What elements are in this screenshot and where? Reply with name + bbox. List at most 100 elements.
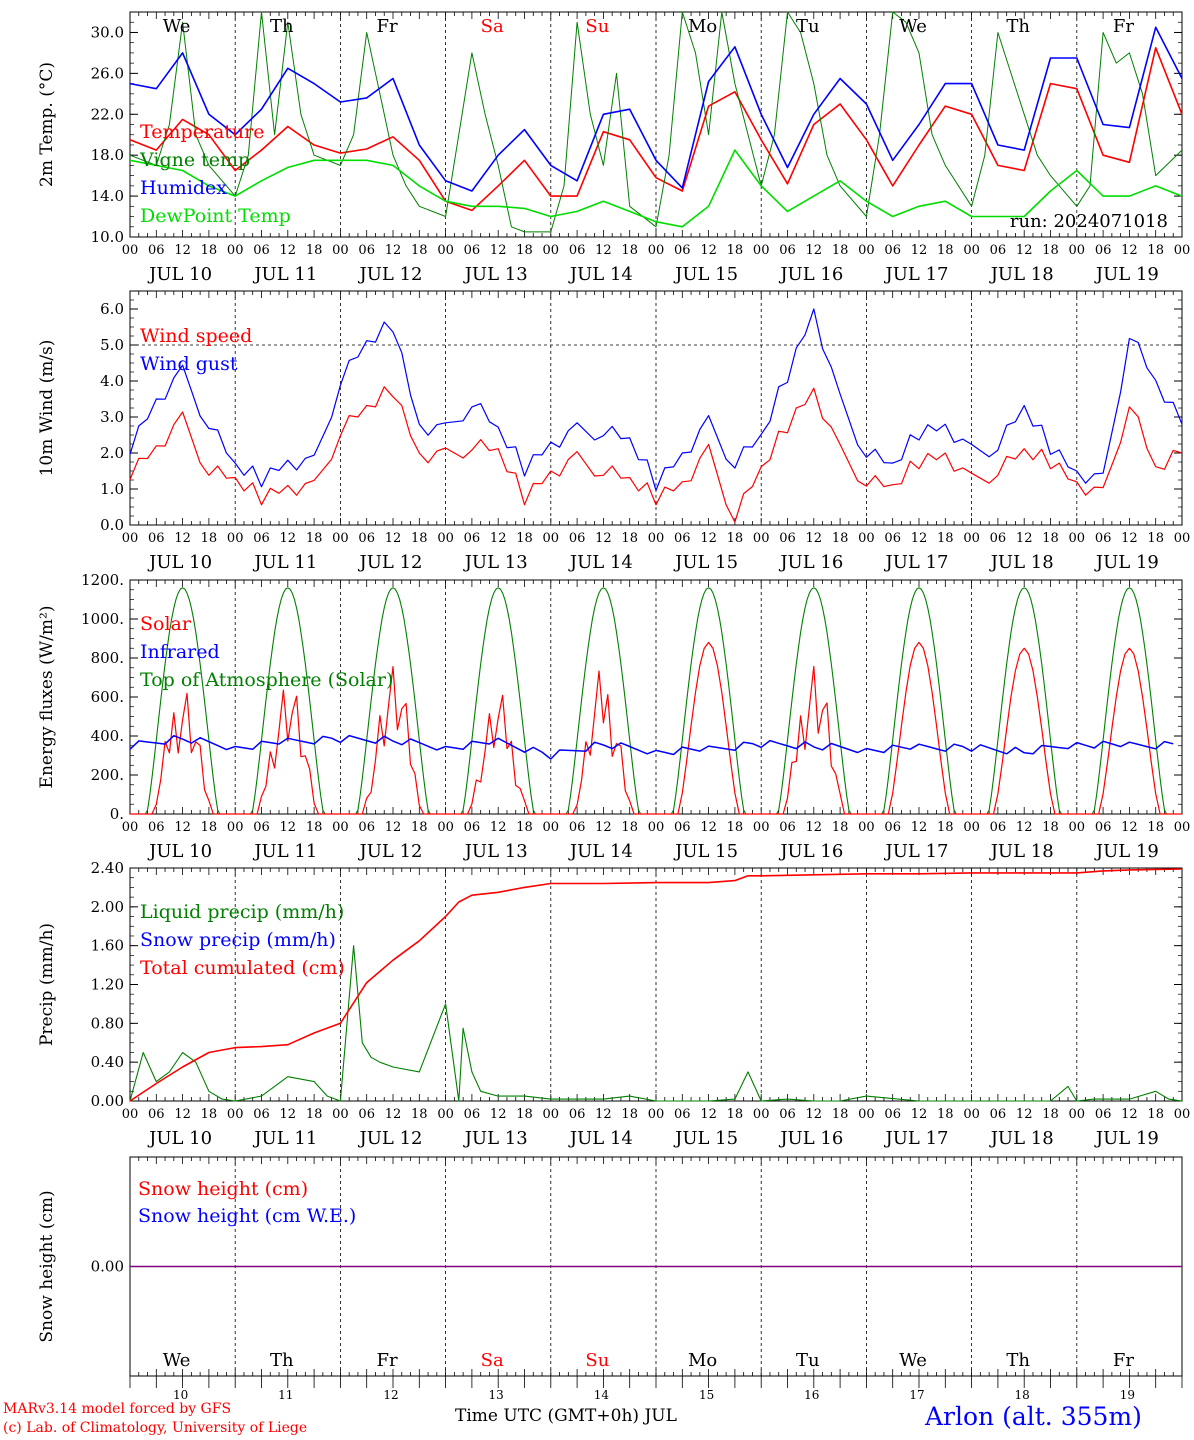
date-label: JUL 13 [463, 552, 528, 573]
day-number-label: 15 [699, 1388, 714, 1402]
legend-3: Top of Atmosphere (Solar) [140, 669, 393, 691]
panel-1: 10.0 14.0 18.0 22.0 26.0 30.0 2m Temp. (°C) 00 0… [37, 11, 1190, 285]
y-tick-label: 2.00 [91, 898, 124, 916]
hour-tick-label: 00 [648, 1107, 665, 1122]
day-of-week-label: Fr [1113, 16, 1134, 37]
hour-tick-label: 06 [358, 531, 375, 546]
hour-tick-label: 06 [569, 531, 586, 546]
hour-tick-label: 12 [806, 243, 823, 258]
day-number-label: 10 [173, 1388, 188, 1402]
hour-tick-label: 00 [437, 820, 454, 835]
hour-tick-label: 00 [1174, 1107, 1191, 1122]
date-label: JUL 12 [358, 841, 423, 862]
date-label: JUL 12 [358, 552, 423, 573]
panel-4: 0.00 0.40 0.80 1.20 1.60 2.00 2.40 Precip (mm/h… [37, 859, 1190, 1149]
day-of-week-label: Fr [376, 1350, 397, 1371]
hour-tick-label: 12 [1121, 243, 1138, 258]
hour-tick-label: 06 [990, 1107, 1007, 1122]
hour-tick-label: 12 [595, 243, 612, 258]
hour-tick-label: 06 [1095, 1107, 1112, 1122]
hour-tick-label: 00 [332, 531, 349, 546]
day-number-label: 16 [804, 1388, 819, 1402]
hour-tick-label: 06 [990, 243, 1007, 258]
hour-tick-label: 12 [490, 820, 507, 835]
series-humidex [129, 26, 1183, 192]
hour-tick-label: 12 [385, 531, 402, 546]
day-of-week-label: We [899, 16, 927, 37]
date-label: JUL 19 [1094, 552, 1159, 573]
hour-tick-label: 12 [1016, 531, 1033, 546]
hour-tick-label: 00 [963, 820, 980, 835]
hour-tick-label: 00 [1174, 820, 1191, 835]
series-liquid-precip [129, 945, 1183, 1102]
date-label: JUL 15 [673, 552, 738, 573]
hour-tick-label: 06 [674, 243, 691, 258]
hour-tick-label: 00 [753, 243, 770, 258]
hour-tick-label: 18 [1042, 1107, 1059, 1122]
day-of-week-label: Sa [481, 1350, 504, 1371]
hour-tick-label: 18 [937, 820, 954, 835]
legend-3: Total cumulated (cm) [140, 957, 345, 979]
hour-tick-label: 18 [937, 531, 954, 546]
hour-tick-label: 12 [490, 1107, 507, 1122]
hour-tick-label: 18 [832, 1107, 849, 1122]
hour-tick-label: 00 [963, 1107, 980, 1122]
day-of-week-label: Fr [376, 16, 397, 37]
hour-tick-label: 00 [648, 531, 665, 546]
hour-tick-label: 06 [1095, 531, 1112, 546]
hour-tick-label: 00 [753, 820, 770, 835]
hour-tick-label: 18 [727, 243, 744, 258]
hour-tick-label: 06 [1095, 820, 1112, 835]
series-solar [130, 641, 1182, 815]
hour-tick-label: 12 [490, 243, 507, 258]
hour-tick-label: 00 [858, 820, 875, 835]
hour-tick-label: 12 [385, 1107, 402, 1122]
hour-tick-label: 18 [1042, 531, 1059, 546]
hour-tick-label: 12 [385, 243, 402, 258]
day-of-week-label: We [899, 1350, 927, 1371]
hour-tick-label: 06 [569, 243, 586, 258]
date-label: JUL 19 [1094, 264, 1159, 285]
date-label: JUL 13 [463, 264, 528, 285]
day-number-label: 18 [1015, 1388, 1030, 1402]
date-label: JUL 14 [568, 552, 633, 573]
hour-tick-label: 18 [201, 1107, 218, 1122]
legend-2: Vigne temp [139, 149, 250, 171]
hour-tick-label: 18 [201, 820, 218, 835]
y-tick-label: 0.00 [91, 1092, 124, 1110]
hour-tick-label: 06 [253, 820, 270, 835]
hour-tick-label: 00 [543, 1107, 560, 1122]
hour-tick-label: 00 [227, 531, 244, 546]
date-label: JUL 15 [673, 1128, 738, 1149]
hour-tick-label: 12 [1016, 820, 1033, 835]
date-label: JUL 18 [989, 841, 1054, 862]
hour-tick-label: 06 [1095, 243, 1112, 258]
hour-tick-label: 12 [174, 243, 191, 258]
series-infrared [129, 734, 1174, 760]
hour-tick-label: 18 [937, 1107, 954, 1122]
y-tick-label: 1200. [81, 571, 124, 589]
hour-tick-label: 18 [201, 531, 218, 546]
day-of-week-label: Su [585, 1350, 609, 1371]
y-tick-label: 6.0 [100, 300, 124, 318]
hour-tick-label: 00 [437, 531, 454, 546]
date-label: JUL 15 [673, 264, 738, 285]
hour-tick-label: 12 [280, 531, 297, 546]
y-tick-label: 1.0 [100, 480, 124, 498]
series-dewpoint-temp [129, 149, 1183, 228]
hour-tick-label: 00 [963, 531, 980, 546]
y-axis-label: 10m Wind (m/s) [37, 340, 57, 477]
hour-tick-label: 00 [437, 1107, 454, 1122]
hour-tick-label: 18 [1147, 531, 1164, 546]
hour-tick-label: 00 [122, 820, 139, 835]
hour-tick-label: 18 [727, 820, 744, 835]
legend-3: Humidex [140, 177, 227, 199]
hour-tick-label: 00 [1069, 243, 1086, 258]
y-tick-label: 3.0 [100, 408, 124, 426]
hour-tick-label: 18 [937, 243, 954, 258]
date-label: JUL 11 [252, 1128, 317, 1149]
hour-tick-label: 12 [385, 820, 402, 835]
hour-tick-label: 18 [727, 531, 744, 546]
series-temperature [129, 46, 1183, 212]
